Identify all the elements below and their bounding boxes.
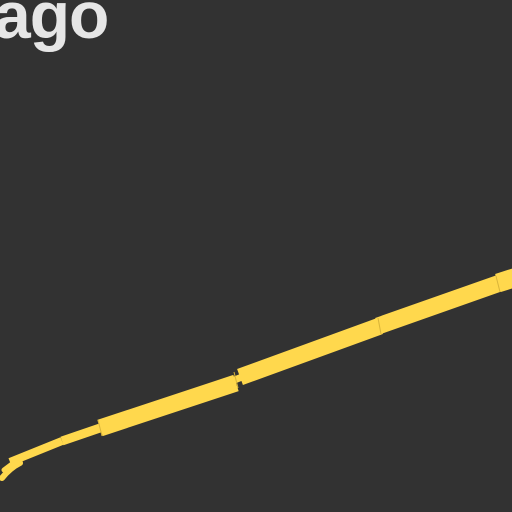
road-wide-segment-1 — [97, 374, 239, 437]
road-wide-segment-2 — [237, 318, 383, 385]
road-wide-segment-4 — [495, 268, 512, 293]
road-ramp-branch — [1, 461, 15, 473]
road-taper-segment — [60, 423, 102, 446]
place-label: ago — [0, 0, 109, 52]
road-ramp — [0, 460, 23, 481]
road-wide-segment-3 — [375, 274, 503, 335]
road-narrow-segment — [8, 437, 64, 466]
road-divider — [97, 275, 501, 437]
